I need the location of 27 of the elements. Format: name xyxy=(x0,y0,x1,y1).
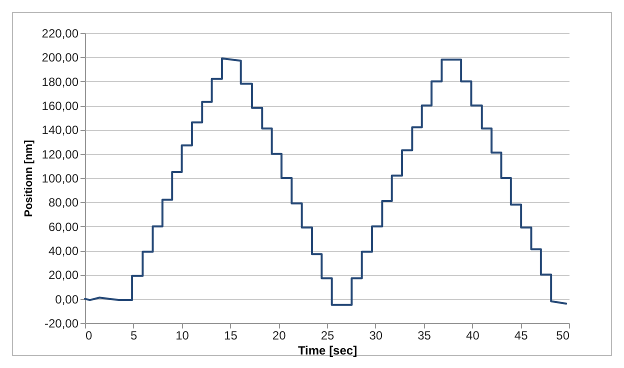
y-tick-label: 60,00 xyxy=(48,220,79,234)
y-tick-label: 20,00 xyxy=(48,268,79,282)
x-tick-label: 10 xyxy=(176,328,190,342)
y-tick-label: 40,00 xyxy=(48,244,79,258)
x-tick-label: 30 xyxy=(369,328,383,342)
y-tick-label: 100,00 xyxy=(42,172,79,186)
x-tick-label: 25 xyxy=(320,328,334,342)
y-tick-label: 200,00 xyxy=(42,50,79,65)
y-axis-title: Positionn [nm] xyxy=(22,140,35,217)
x-axis-title: Time [sec] xyxy=(298,344,358,358)
y-tick-label: 80,00 xyxy=(48,196,79,210)
x-tick-label: 20 xyxy=(272,328,286,342)
y-tick-label: 180,00 xyxy=(42,74,79,89)
y-tick-label: -20,00 xyxy=(44,316,79,330)
x-tick-label: 35 xyxy=(418,328,432,342)
x-tick-label: 40 xyxy=(466,328,480,342)
y-tick-label: 120,00 xyxy=(42,147,79,162)
line-series xyxy=(84,57,568,306)
x-tick-label: 5 xyxy=(130,328,138,342)
y-tick-label: 160,00 xyxy=(42,99,79,113)
x-tick-label: 50 xyxy=(556,328,570,342)
x-tick-label: 45 xyxy=(514,328,528,342)
x-tick-label: 0 xyxy=(86,328,92,342)
y-tick-label: 0,00 xyxy=(55,292,79,306)
x-tick-label: 15 xyxy=(224,328,238,342)
y-tick-label: 140,00 xyxy=(42,123,79,138)
y-tick-label: 220,00 xyxy=(42,26,79,40)
